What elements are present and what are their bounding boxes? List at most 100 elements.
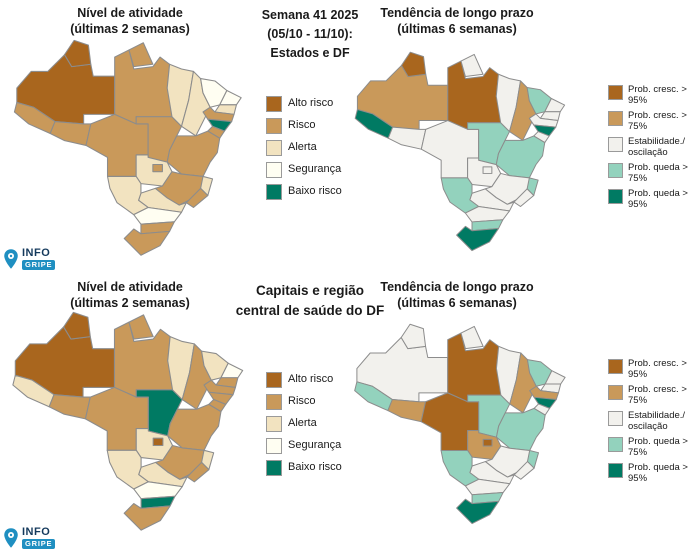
- title-line: (últimas 2 semanas): [70, 296, 190, 310]
- title-line: (últimas 2 semanas): [70, 22, 190, 36]
- legend-label: Baixo risco: [288, 185, 342, 197]
- map-capitais-atividade: [0, 310, 258, 535]
- legend-item-alerta: Alerta: [266, 140, 342, 156]
- legend-swatch-c95: [608, 359, 623, 374]
- legend-item-q75: Prob. queda > 75%: [608, 162, 700, 184]
- activity-legend-bottom: Alto risco Risco Alerta Segurança Baixo risc…: [266, 372, 342, 482]
- state-AP: [460, 325, 484, 350]
- state-RO: [49, 121, 92, 146]
- state-AP: [128, 314, 154, 340]
- state-BA: [166, 130, 221, 177]
- state-RJ: [185, 187, 209, 209]
- legend-item-c95: Prob. cresc. > 95%: [608, 84, 700, 106]
- legend-swatch-alerta: [266, 416, 282, 432]
- state-RS: [123, 503, 171, 531]
- title-line: Capitais e região: [255, 283, 365, 298]
- legend-item-q75: Prob. queda > 75%: [608, 436, 700, 458]
- state-RO: [387, 399, 427, 423]
- state-RS: [456, 225, 499, 252]
- infogripe-pin-icon: [4, 249, 18, 269]
- legend-label: Prob. cresc. > 95%: [628, 358, 687, 380]
- infogripe-wordmark: INFO GRIPE: [22, 527, 56, 549]
- legend-label: Prob. cresc. > 75%: [628, 110, 687, 132]
- legend-item-est: Estabilidade./ oscilação: [608, 410, 700, 432]
- state-PR: [464, 478, 511, 496]
- legend-swatch-risco: [266, 394, 282, 410]
- infogripe-pin-icon: [4, 528, 18, 548]
- state-RS: [123, 228, 171, 256]
- state-MS: [106, 449, 149, 490]
- state-RJ: [513, 188, 535, 208]
- legend-label: Estabilidade./ oscilação: [628, 136, 686, 158]
- state-RS: [456, 498, 500, 525]
- legend-swatch-c95: [608, 85, 623, 100]
- legend-label: Alto risco: [288, 373, 334, 385]
- legend-label: Alto risco: [288, 97, 334, 109]
- legend-swatch-q75: [608, 437, 623, 452]
- legend-swatch-risco: [266, 118, 282, 134]
- legend-item-risco: Risco: [266, 394, 342, 410]
- state-DF: [152, 437, 164, 447]
- legend-item-c95: Prob. cresc. > 95%: [608, 358, 700, 380]
- activity-legend-top: Alto risco Risco Alerta Segurança Baixo risc…: [266, 96, 342, 206]
- legend-label: Prob. queda > 75%: [628, 162, 688, 184]
- brazil-map-estados-atividade: [13, 39, 242, 256]
- state-MS: [440, 177, 480, 214]
- title-line: central de saúde do DF: [235, 303, 385, 318]
- legend-swatch-c75: [608, 111, 623, 126]
- legend-swatch-q95: [608, 463, 623, 478]
- state-RJ: [186, 461, 210, 483]
- legend-label: Risco: [288, 395, 316, 407]
- legend-swatch-c75: [608, 385, 623, 400]
- legend-item-c75: Prob. cresc. > 75%: [608, 384, 700, 406]
- title-line: (últimas 6 semanas): [397, 22, 517, 36]
- logo-gripe-text: GRIPE: [22, 260, 56, 270]
- title-line: Tendência de longo prazo: [380, 280, 534, 294]
- state-RO: [387, 126, 427, 150]
- state-RR: [64, 39, 92, 68]
- legend-label: Prob. queda > 75%: [628, 436, 688, 458]
- legend-item-baixo: Baixo risco: [266, 184, 342, 200]
- week-title: Semana 41 2025 (05/10 - 11/10): Estados …: [230, 6, 390, 63]
- title-line: (últimas 6 semanas): [397, 296, 517, 310]
- trend-legend-bottom: Prob. cresc. > 95% Prob. cresc. > 75% Esta…: [608, 358, 700, 488]
- legend-swatch-baixo: [266, 184, 282, 200]
- legend-swatch-baixo: [266, 460, 282, 476]
- legend-swatch-est: [608, 137, 623, 152]
- state-DF: [482, 166, 493, 174]
- legend-swatch-est: [608, 411, 623, 426]
- legend-item-c75: Prob. cresc. > 75%: [608, 110, 700, 132]
- legend-label: Prob. queda > 95%: [628, 188, 688, 210]
- legend-swatch-q95: [608, 189, 623, 204]
- infogripe-logo: INFO GRIPE: [2, 527, 56, 549]
- brazil-map-capitais-tendencia: [354, 323, 566, 525]
- legend-label: Baixo risco: [288, 461, 342, 473]
- title-line: Nível de atividade: [77, 6, 183, 20]
- map-estados-atividade: [0, 38, 258, 260]
- infogripe-wordmark: INFO GRIPE: [22, 248, 56, 270]
- legend-item-alto: Alto risco: [266, 372, 342, 388]
- legend-label: Alerta: [288, 141, 317, 153]
- legend-item-risco: Risco: [266, 118, 342, 134]
- legend-swatch-alerta: [266, 140, 282, 156]
- legend-label: Segurança: [288, 163, 342, 175]
- legend-swatch-alto: [266, 96, 282, 112]
- trend-legend-top: Prob. cresc. > 95% Prob. cresc. > 75% Esta…: [608, 84, 700, 214]
- state-MS: [440, 449, 480, 487]
- legend-swatch-seg: [266, 438, 282, 454]
- map-estados-tendencia: [344, 50, 578, 255]
- legend-item-baixo: Baixo risco: [266, 460, 342, 476]
- legend-item-alerta: Alerta: [266, 416, 342, 432]
- state-PR: [464, 206, 510, 223]
- state-RO: [48, 394, 91, 420]
- legend-swatch-q75: [608, 163, 623, 178]
- trend-map-title-bottom: Tendência de longo prazo (últimas 6 sema…: [352, 279, 562, 311]
- map-capitais-tendencia: [344, 322, 578, 528]
- legend-item-q95: Prob. queda > 95%: [608, 188, 700, 210]
- state-RR: [400, 51, 427, 77]
- state-DF: [482, 438, 493, 447]
- legend-item-q95: Prob. queda > 95%: [608, 462, 700, 484]
- title-line: Semana 41 2025: [261, 8, 359, 22]
- state-PR: [133, 206, 183, 225]
